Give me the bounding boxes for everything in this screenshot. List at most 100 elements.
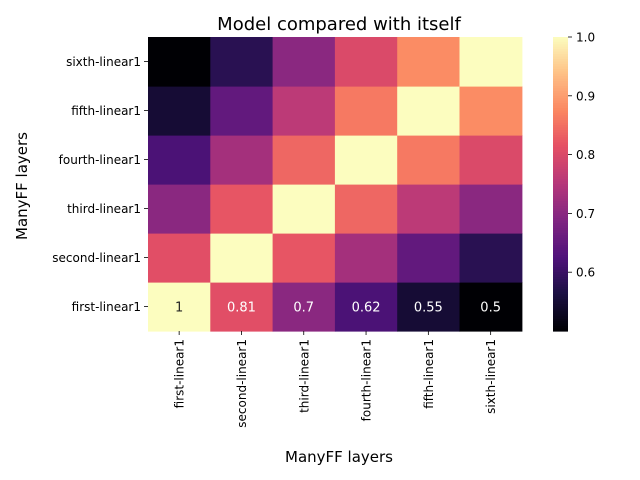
colorbar-segment (553, 159, 568, 163)
cell-annotation: 0.81 (227, 301, 256, 316)
heatmap-cell (148, 135, 211, 185)
heatmap-cell (272, 135, 336, 185)
colorbar-segment (553, 41, 568, 45)
colorbar-segment (553, 311, 568, 315)
colorbar-segment (553, 277, 568, 281)
colorbar-tick-label: 0.9 (576, 89, 595, 103)
heatmap-cell (459, 184, 523, 234)
x-tick-label: fourth-linear1 (360, 339, 374, 421)
colorbar-segment (553, 164, 568, 168)
colorbar-segment (553, 54, 568, 58)
heatmap-cell (334, 233, 398, 283)
colorbar-segment (553, 247, 568, 251)
colorbar-segment (553, 115, 568, 119)
colorbar-segment (553, 242, 568, 246)
colorbar-segment (553, 68, 568, 72)
colorbar-segment (553, 193, 568, 197)
colorbar-segment (553, 147, 568, 151)
colorbar-segment (553, 90, 568, 94)
y-axis-label: ManyFF layers (13, 132, 31, 240)
colorbar-segment (553, 201, 568, 205)
colorbar-segment (553, 137, 568, 141)
heatmap-cell (272, 184, 336, 234)
colorbar-segment (553, 154, 568, 158)
heatmap-cell (334, 37, 398, 87)
heatmap-cell (210, 233, 274, 283)
colorbar-segment (553, 272, 568, 276)
cell-annotations: 1 0.81 0.7 0.62 0.55 0.5 (175, 301, 501, 316)
colorbar-segment (553, 250, 568, 254)
colorbar-segment (553, 73, 568, 77)
heatmap-cell (148, 37, 211, 87)
colorbar-segment (553, 44, 568, 48)
colorbar-segment (553, 63, 568, 67)
heatmap-cell (210, 282, 274, 332)
heatmap-cell (334, 282, 398, 332)
colorbar-segment (553, 112, 568, 116)
heatmap-cell (210, 184, 274, 234)
colorbar-segment (553, 233, 568, 237)
cell-annotation: 0.5 (480, 301, 501, 316)
colorbar-segment (553, 299, 568, 303)
colorbar-segment (553, 161, 568, 165)
colorbar-segment (553, 132, 568, 136)
colorbar-segment (553, 117, 568, 121)
colorbar-segment (553, 223, 568, 227)
colorbar-segment (553, 174, 568, 178)
colorbar-segment (553, 130, 568, 134)
heatmap-cell (210, 37, 274, 87)
colorbar-segment (553, 66, 568, 70)
colorbar-segment (553, 179, 568, 183)
colorbar-segment (553, 323, 568, 327)
heatmap-cell (148, 282, 211, 332)
colorbar-segment (553, 274, 568, 278)
colorbar-segment (553, 125, 568, 129)
colorbar-segment (553, 49, 568, 53)
colorbar-segment (553, 100, 568, 104)
heatmap-cell (397, 37, 461, 87)
colorbar-segment (553, 259, 568, 263)
cell-annotation: 1 (175, 301, 183, 316)
colorbar-segment (553, 71, 568, 75)
colorbar-segment (553, 39, 568, 43)
x-tick-label: fifth-linear1 (422, 339, 436, 409)
heatmap-cell (397, 86, 461, 136)
colorbar-segment (553, 139, 568, 143)
colorbar-segment (553, 88, 568, 92)
colorbar-segment (553, 313, 568, 317)
colorbar-segment (553, 316, 568, 320)
colorbar-segment (553, 196, 568, 200)
colorbar-segment (553, 252, 568, 256)
colorbar-segment (553, 318, 568, 322)
x-axis-label: ManyFF layers (285, 448, 393, 466)
colorbar-segment (553, 120, 568, 124)
colorbar-segment (553, 255, 568, 259)
heatmap-cell (210, 135, 274, 185)
cell-annotation: 0.7 (293, 301, 314, 316)
heatmap-cell (272, 86, 336, 136)
colorbar-segment (553, 304, 568, 308)
heatmap-cells (148, 37, 523, 332)
heatmap-cell (459, 135, 523, 185)
y-tick-label: third-linear1 (67, 202, 141, 216)
colorbar-segment (553, 171, 568, 175)
colorbar-segment (553, 108, 568, 112)
colorbar-segment (553, 264, 568, 268)
colorbar-segment (553, 166, 568, 170)
heatmap-cell (459, 233, 523, 283)
colorbar-segment (553, 186, 568, 190)
colorbar-segment (553, 56, 568, 60)
colorbar-tick-label: 0.8 (576, 148, 595, 162)
colorbar-tick-label: 0.7 (576, 207, 595, 221)
colorbar-segment (553, 328, 568, 332)
y-tick-label: first-linear1 (72, 300, 141, 314)
x-tick-labels: first-linear1 second-linear1 third-linear1… (173, 331, 498, 428)
colorbar-segment (553, 262, 568, 266)
heatmap-cell (148, 233, 211, 283)
heatmap-cell (148, 86, 211, 136)
colorbar-segment (553, 93, 568, 97)
colorbar-segment (553, 308, 568, 312)
colorbar-segment (553, 78, 568, 82)
colorbar-segment (553, 225, 568, 229)
colorbar-segment (553, 245, 568, 249)
